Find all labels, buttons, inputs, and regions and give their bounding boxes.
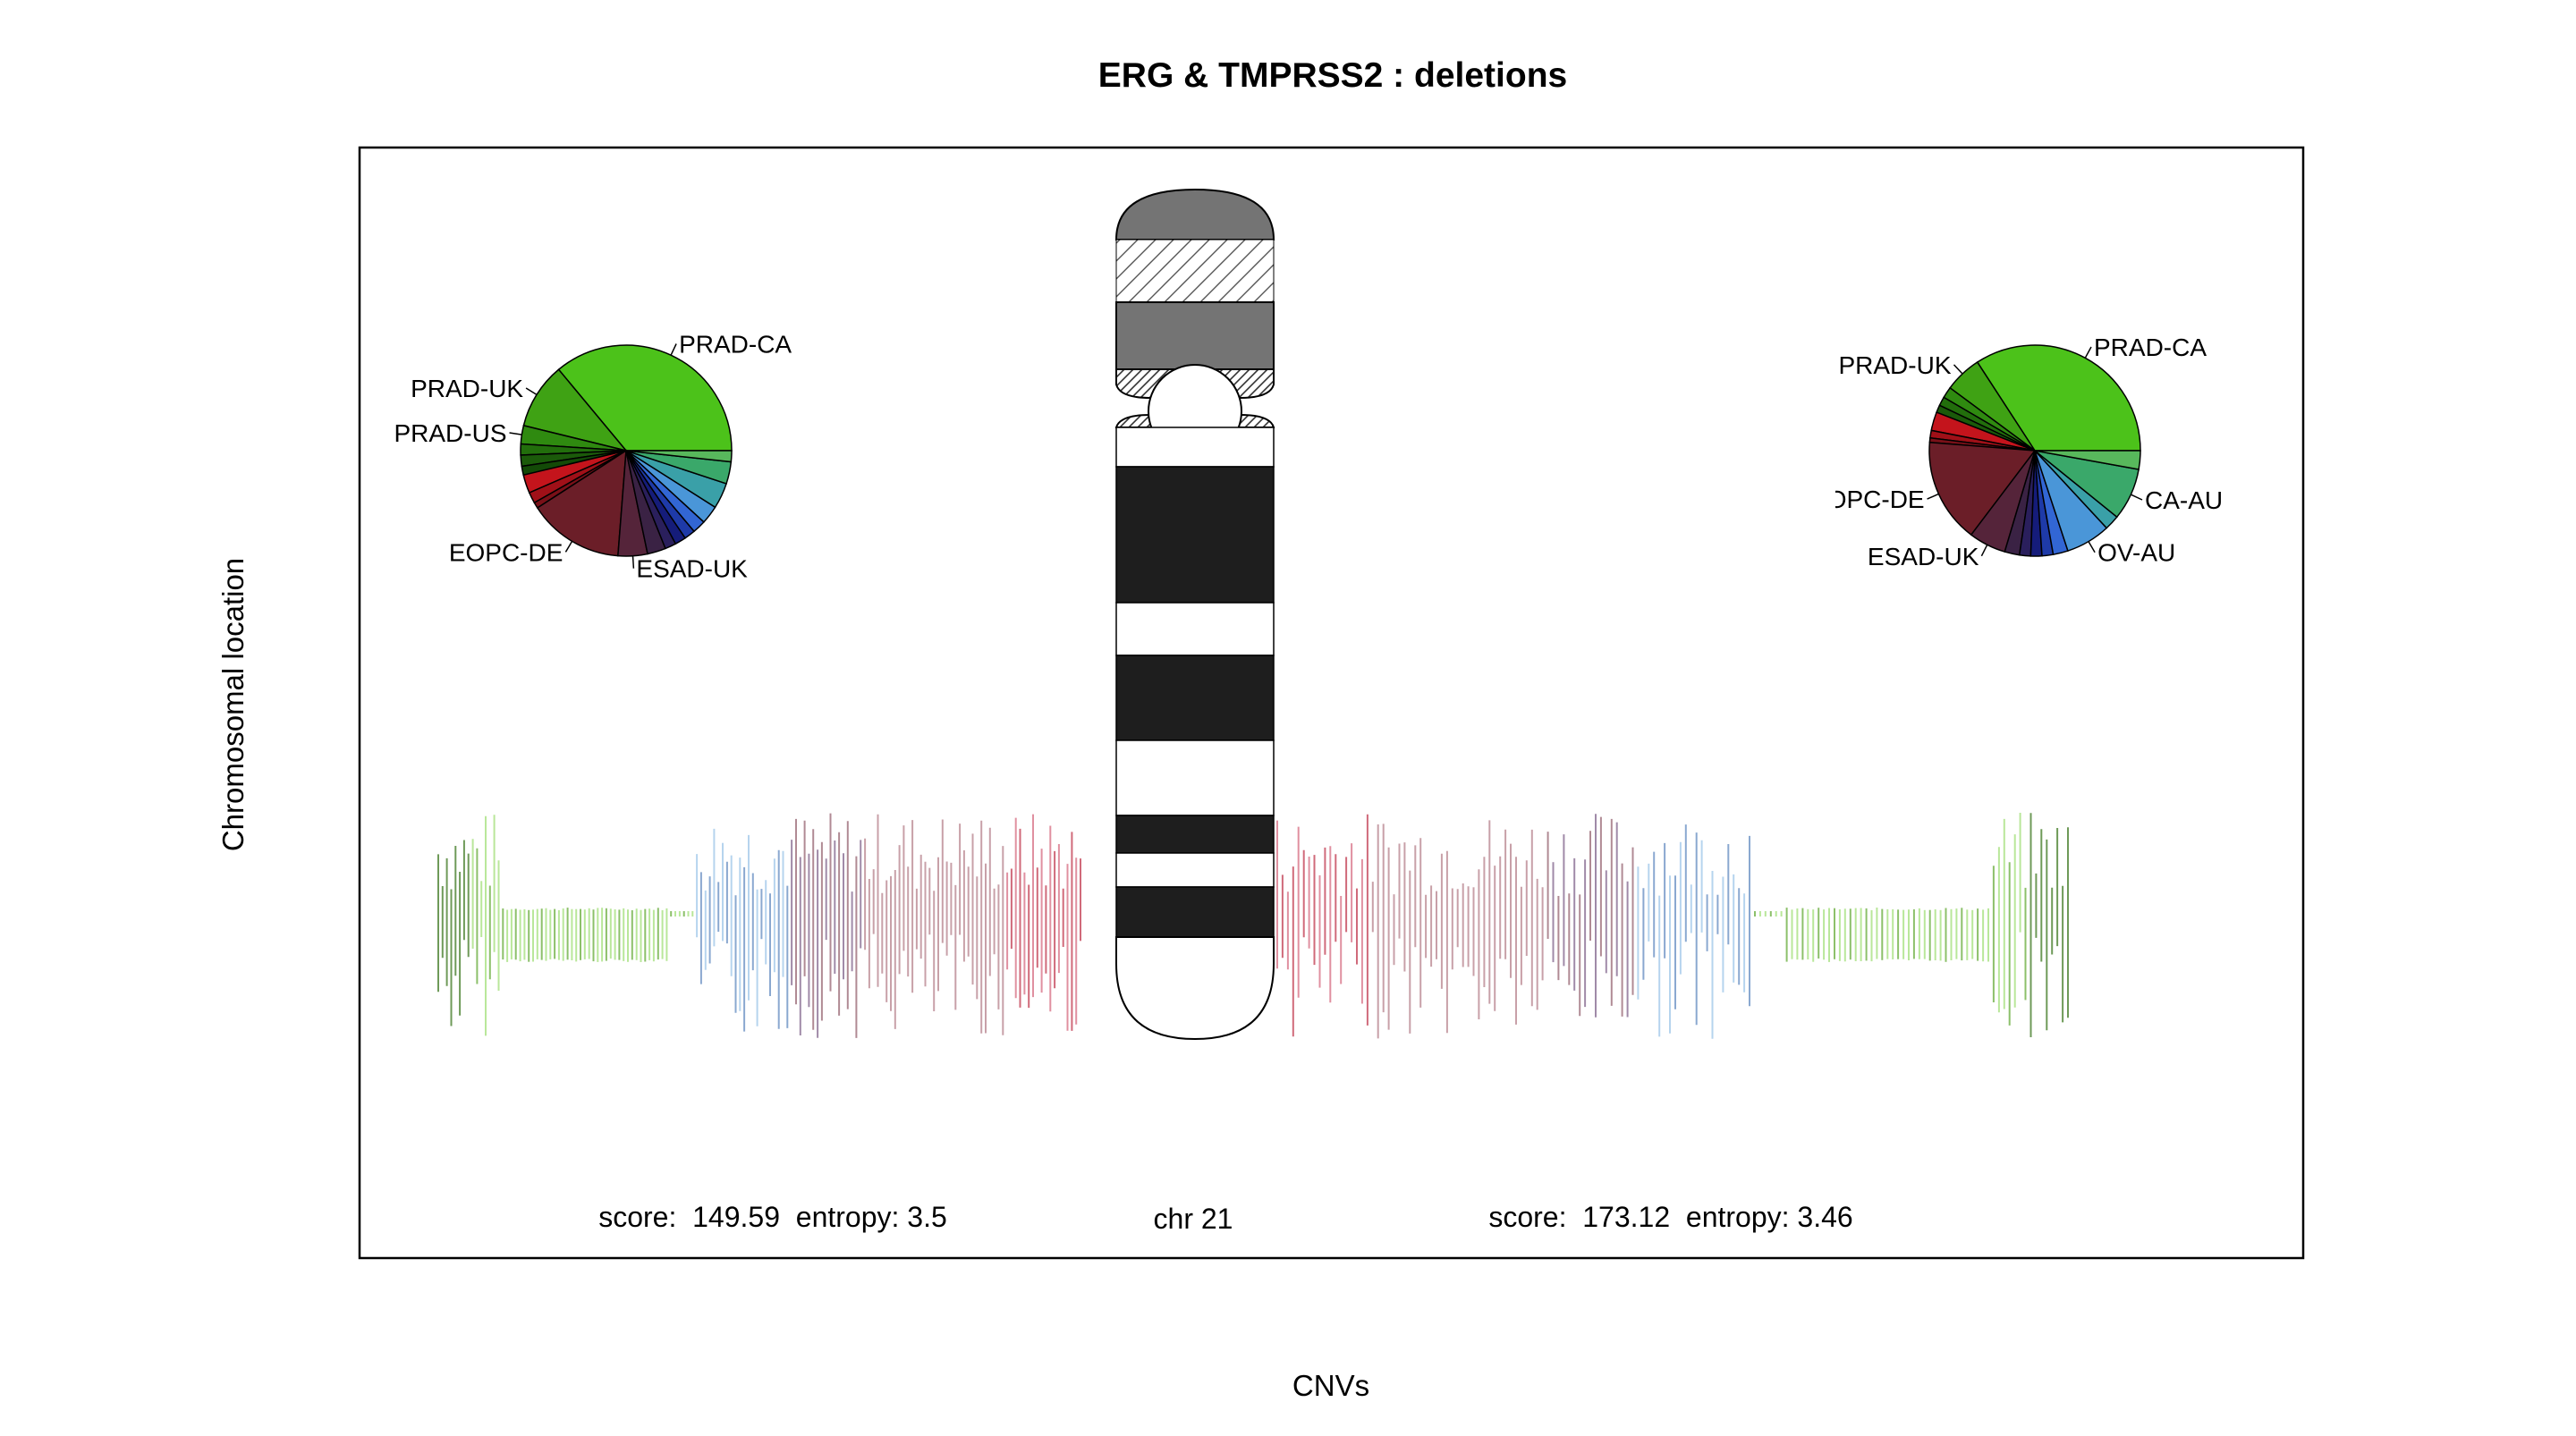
cnv-tracks-right [1276,813,2069,1039]
chromosome-q-band [1115,427,1275,468]
pie-label-tick [2130,494,2143,501]
pie-label-tick [509,432,522,435]
pie-label: PRAD-CA [679,331,792,359]
pie-label: PRAD-UK [411,375,523,402]
pie-label-tick [2084,346,2092,359]
chromosome-q-band [1115,655,1275,741]
chromosome-q-band [1115,815,1275,854]
pie-label-tick [631,555,635,569]
score-left: score: 149.59 entropy: 3.5 [598,1201,947,1233]
pie-slice [2034,450,2141,470]
pie-label: CA-AU [2145,486,2223,514]
pie-label-tick [525,387,538,396]
pie-label-tick [1953,364,1963,375]
chromosome-q-band [1115,466,1275,604]
chromosome-q-band [1115,602,1275,656]
pie-slice [522,368,629,452]
pie-label: PRAD-UK [1838,351,1951,379]
chromosome-q-band [1115,886,1275,938]
plot-frame [358,146,2305,1260]
pie-label-tick [564,540,573,553]
x-axis-label: CNVs [1292,1369,1369,1402]
chromosome-stalk [1115,239,1275,303]
chromosome-p11 [1115,301,1275,370]
chromosome-label: chr 21 [1154,1203,1233,1235]
chromosome-q-ter [1115,936,1275,1041]
pie-label-tick [1927,493,1939,500]
pie-label: ESAD-UK [636,555,748,583]
pie-label: PRAD-CA [2094,334,2207,361]
chart-title: ERG & TMPRSS2 : deletions [1098,56,1567,95]
pie-label-tick [2088,541,2096,553]
chromosome-p-ter [1114,188,1275,241]
pie-label: EOPC-DE [1810,486,1925,513]
score-right: score: 173.12 entropy: 3.46 [1488,1201,1852,1233]
pie-label-tick [670,343,677,356]
pie-label: ESAD-UK [1868,543,1979,570]
pie-chart-left: PRAD-CA PRAD-UK PRAD-US EOPC-DE ESAD-UK [394,331,792,583]
pie-label: OV-AU [2097,539,2175,567]
pie-chart-right: PRAD-CA PRAD-UK EOPC-DE ESAD-UK OV-AU CA-AU [1810,334,2223,570]
chromosome-q-band [1115,739,1275,816]
pie-label: EOPC-DE [449,538,564,566]
pie-slice [625,450,733,463]
cnv-tracks-left [437,813,1081,1038]
pie-label-tick [1980,544,1988,557]
pie-label: PRAD-US [394,419,506,447]
y-axis-label: Chromosomal location [216,558,250,851]
chromosome-q-band [1115,852,1275,888]
chromosome-ideogram [1114,188,1275,1041]
